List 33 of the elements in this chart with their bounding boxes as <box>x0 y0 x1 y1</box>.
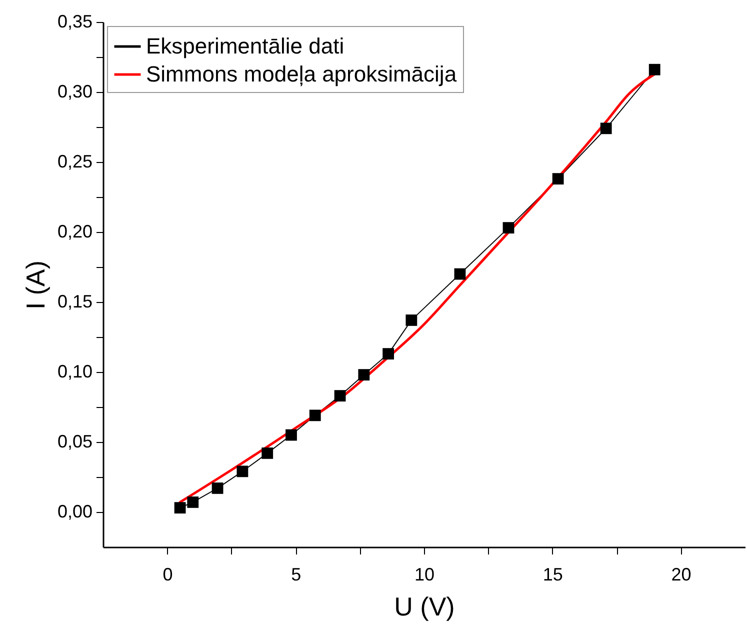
x-tick-label: 15 <box>542 564 563 584</box>
point <box>174 502 186 514</box>
y-tick-label: 0,20 <box>57 222 92 242</box>
y-tick-label: 0,25 <box>57 152 92 172</box>
point <box>309 410 321 422</box>
point <box>358 369 370 380</box>
point <box>236 466 248 478</box>
x-tick-label: 20 <box>671 564 692 584</box>
point <box>552 173 564 184</box>
point <box>648 64 660 76</box>
y-tick-label: 0,35 <box>57 12 92 32</box>
x-axis-title: U (V) <box>394 592 455 622</box>
y-tick-label: 0,15 <box>57 292 92 312</box>
legend-label: Simmons modeļa aproksimācija <box>146 62 458 86</box>
point <box>262 448 274 459</box>
point <box>382 348 394 360</box>
point <box>454 268 466 280</box>
point <box>502 222 514 234</box>
point <box>334 390 346 402</box>
y-tick-label: 0,10 <box>57 362 92 382</box>
legend-label: Eksperimentālie dati <box>146 34 344 58</box>
point <box>212 482 224 494</box>
point <box>600 122 612 134</box>
point <box>286 429 297 441</box>
y-axis-title: I (A) <box>20 260 50 310</box>
y-tick-label: 0,00 <box>57 502 92 522</box>
y-tick-label: 0,05 <box>57 432 92 452</box>
point <box>406 314 418 326</box>
x-tick-label: 5 <box>291 564 302 584</box>
y-tick-label: 0,30 <box>57 82 92 102</box>
x-tick-label: 0 <box>162 564 173 584</box>
point <box>187 496 199 508</box>
x-tick-label: 10 <box>414 564 435 584</box>
